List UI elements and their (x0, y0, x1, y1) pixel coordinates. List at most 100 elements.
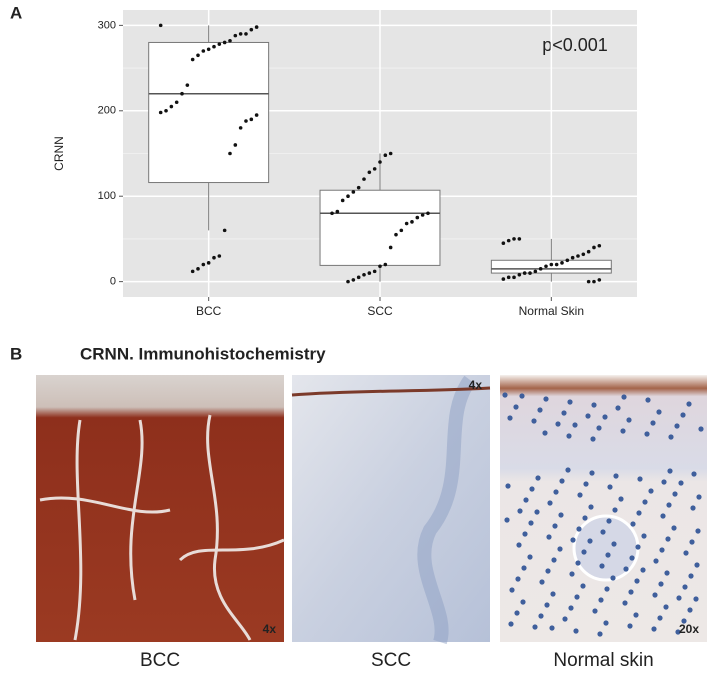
point (206, 261, 211, 265)
nucleus (657, 615, 663, 621)
point (233, 143, 238, 147)
point (190, 57, 195, 62)
nucleus (509, 587, 515, 593)
nucleus (653, 558, 659, 564)
nucleus (569, 571, 575, 577)
nucleus (542, 430, 548, 436)
nucleus (666, 502, 672, 508)
nucleus (675, 629, 681, 635)
nucleus (606, 518, 612, 524)
nucleus (539, 579, 545, 585)
nucleus (690, 505, 696, 511)
nucleus (642, 499, 648, 505)
point (346, 279, 350, 284)
nucleus (592, 608, 598, 614)
micrograph (36, 375, 284, 642)
point (201, 262, 206, 267)
nucleus (629, 555, 635, 561)
point (335, 209, 340, 214)
y-tick-label: 300 (98, 19, 116, 31)
point (560, 261, 564, 265)
point (533, 269, 538, 274)
nucleus (543, 396, 549, 402)
nucleus (660, 513, 666, 519)
point (399, 228, 404, 233)
point (190, 269, 195, 274)
nucleus (546, 534, 552, 540)
nucleus (574, 594, 580, 600)
image-caption: BCC (140, 650, 180, 671)
point (581, 252, 586, 257)
nucleus (613, 473, 619, 479)
nucleus (691, 471, 697, 477)
nucleus (645, 397, 651, 403)
point (222, 40, 227, 45)
nucleus (568, 605, 574, 611)
nucleus (516, 542, 522, 548)
nucleus (680, 412, 686, 418)
point (330, 211, 334, 216)
nucleus (622, 600, 628, 606)
nucleus (687, 607, 693, 613)
point (512, 275, 516, 280)
nucleus (572, 422, 578, 428)
point (597, 278, 602, 282)
nucleus (531, 418, 537, 424)
nucleus (520, 599, 526, 605)
point (362, 177, 366, 181)
nucleus (576, 526, 582, 532)
point (217, 42, 222, 46)
y-tick-label: 0 (110, 276, 116, 288)
point (517, 272, 522, 277)
point (597, 243, 602, 248)
point (238, 126, 243, 130)
nucleus (515, 576, 521, 582)
y-axis-label: CRNN (52, 136, 66, 171)
point (565, 258, 570, 263)
point (549, 262, 554, 267)
nucleus (663, 604, 669, 610)
point (383, 153, 388, 158)
nucleus (575, 560, 581, 566)
point (196, 53, 200, 58)
point (517, 237, 522, 241)
nucleus (580, 583, 586, 589)
nucleus (566, 433, 572, 439)
nucleus (507, 415, 513, 421)
point (340, 198, 345, 203)
point (185, 83, 190, 87)
nucleus (610, 575, 616, 581)
point (372, 167, 377, 171)
nucleus (603, 620, 609, 626)
nucleus (651, 626, 657, 632)
point (201, 49, 206, 53)
nucleus (674, 423, 680, 429)
image-caption: SCC (371, 650, 411, 671)
point (254, 25, 259, 29)
nucleus (514, 610, 520, 616)
nucleus (513, 404, 519, 410)
point (206, 47, 211, 52)
x-tick-label: Normal Skin (519, 304, 584, 318)
point (506, 238, 511, 243)
point (196, 267, 200, 271)
box (148, 41, 270, 184)
point (388, 245, 393, 250)
tissue-edge (291, 386, 491, 397)
nucleus (648, 488, 654, 494)
nucleus (529, 486, 535, 492)
point (228, 151, 232, 156)
x-tick-label: BCC (196, 304, 222, 318)
y-tick-label: 200 (98, 105, 116, 117)
nucleus (626, 417, 632, 423)
nucleus (689, 539, 695, 545)
point (367, 271, 372, 275)
nucleus (671, 525, 677, 531)
nucleus (621, 394, 627, 400)
nucleus (596, 425, 602, 431)
nucleus (544, 602, 550, 608)
point (410, 220, 414, 224)
point (244, 119, 248, 123)
nucleus (570, 537, 576, 543)
